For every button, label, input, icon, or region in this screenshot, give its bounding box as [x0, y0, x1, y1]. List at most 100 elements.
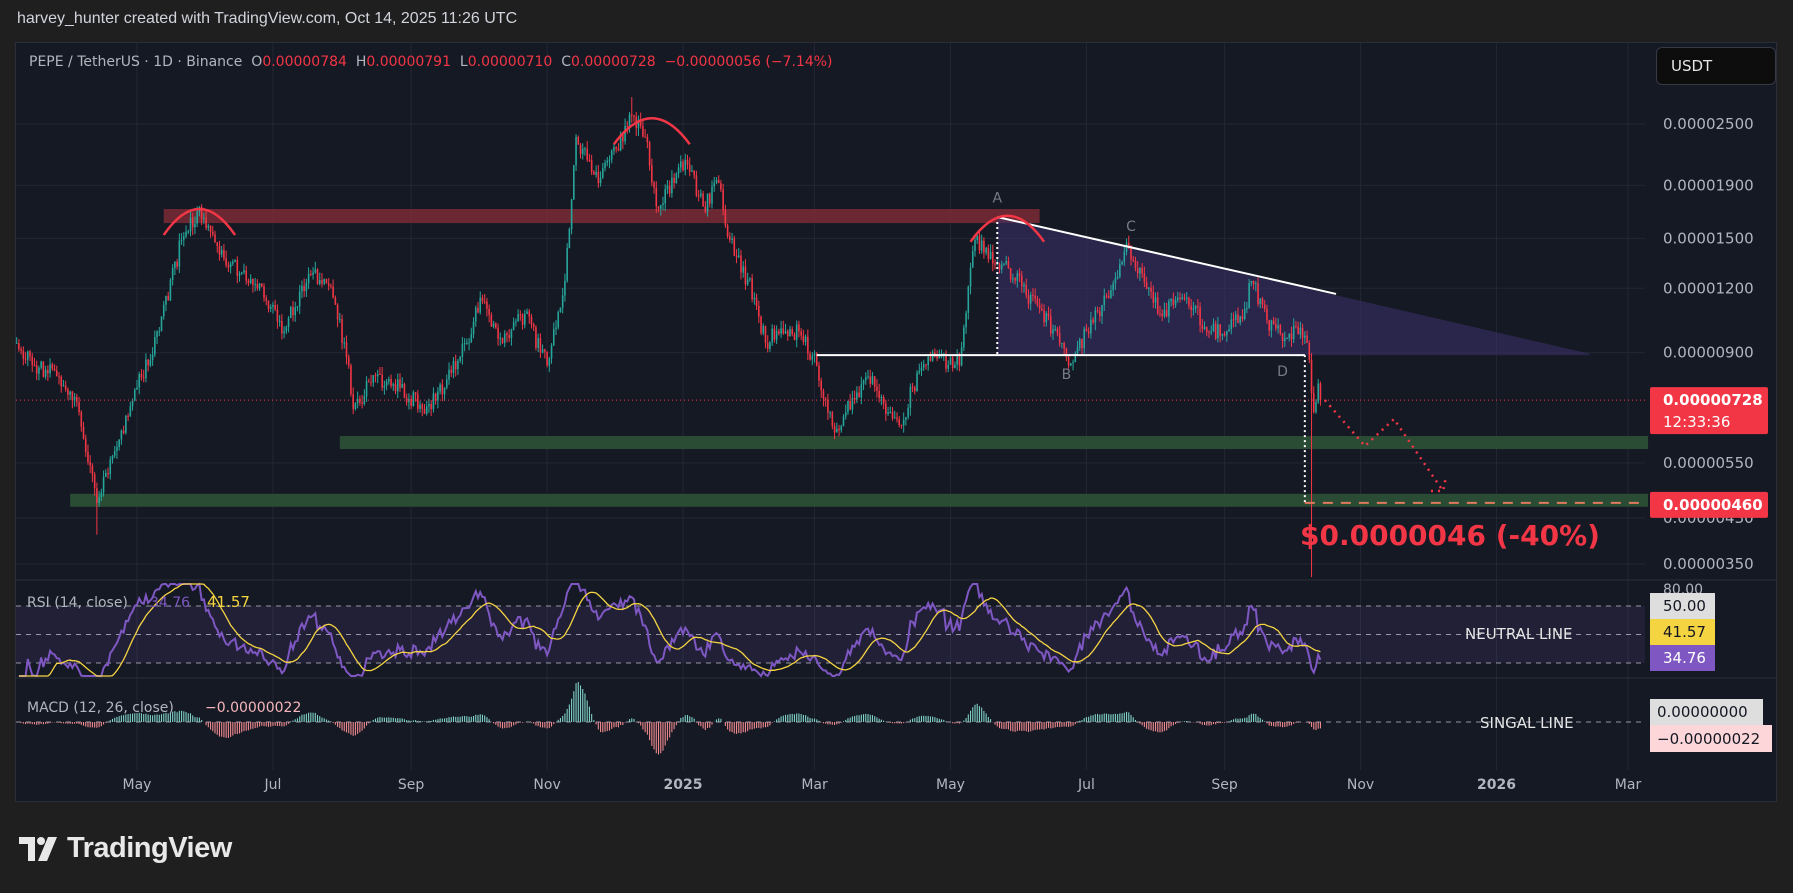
candle-body: [662, 203, 664, 206]
candle-body: [463, 343, 466, 345]
candle-body: [167, 295, 170, 301]
candle-body: [390, 379, 392, 386]
candle-body: [109, 459, 112, 475]
pattern-point-label: D: [1277, 364, 1288, 380]
candle-body: [1159, 313, 1161, 315]
candle-body: [236, 260, 239, 276]
candle-body: [490, 314, 493, 327]
candle-body: [133, 389, 136, 401]
candle-body: [599, 177, 602, 184]
candle-body: [673, 177, 675, 184]
candle-body: [827, 399, 829, 413]
candle-body: [938, 355, 941, 359]
candle-body: [608, 159, 611, 161]
candle-body: [708, 193, 711, 204]
symbol-info[interactable]: PEPE / TetherUS · 1D · Binance: [29, 54, 243, 70]
candle-body: [145, 359, 147, 379]
time-axis-label: Jul: [263, 777, 281, 793]
candle-body: [84, 438, 87, 452]
candle-body: [936, 355, 938, 359]
candle-body: [737, 255, 740, 257]
candle-body: [561, 295, 564, 308]
candle-body: [1219, 324, 1221, 336]
candle-body: [1094, 310, 1097, 323]
candle-body: [882, 396, 885, 404]
candle-body: [807, 336, 809, 354]
bar-countdown: 12:33:36: [1663, 413, 1730, 431]
candle-body: [430, 403, 432, 410]
candle-body: [1261, 298, 1264, 305]
candle-body: [214, 234, 216, 243]
candle-body: [276, 309, 279, 322]
candle-body: [1228, 329, 1230, 332]
candle-body: [78, 402, 80, 413]
candle-body: [1087, 331, 1090, 334]
candle-body: [67, 389, 69, 395]
candle-body: [318, 279, 321, 284]
candle-body: [312, 272, 314, 275]
candle-body: [644, 136, 646, 138]
candle-body: [100, 492, 103, 498]
time-axis-label: Jul: [1077, 777, 1095, 793]
candle-body: [693, 170, 695, 176]
tradingview-logo[interactable]: TradingView: [19, 832, 232, 865]
candle-body: [1288, 333, 1291, 339]
currency-button[interactable]: USDT: [1656, 47, 1776, 85]
candle-body: [1148, 287, 1150, 290]
candle-body: [1205, 327, 1208, 333]
candle-body: [822, 390, 825, 399]
candle-body: [207, 225, 210, 228]
head-shoulders-arc: [612, 117, 691, 145]
candle-body: [871, 376, 874, 384]
candle-body: [258, 283, 261, 289]
candle-body: [174, 261, 176, 268]
candle-body: [1074, 353, 1077, 363]
candle-body: [1286, 338, 1288, 340]
chart-pane[interactable]: [15, 42, 1777, 802]
candle-body: [965, 312, 967, 328]
candle-body: [1306, 335, 1308, 343]
candle-body: [285, 326, 288, 332]
candle-body: [791, 329, 794, 335]
candle-body: [1181, 297, 1184, 300]
candle-body: [339, 319, 341, 321]
candle-body: [428, 403, 430, 407]
candle-body: [252, 278, 254, 285]
candle-body: [343, 342, 346, 344]
open-value: 0.00000784: [262, 54, 347, 70]
candle-body: [116, 446, 118, 451]
candle-body: [98, 497, 100, 503]
candle-body: [20, 349, 22, 351]
candle-body: [617, 148, 620, 151]
candle-body: [15, 342, 18, 344]
candle-body: [548, 358, 551, 366]
candle-body: [118, 439, 120, 447]
candle-body: [113, 450, 116, 456]
candle-body: [439, 384, 441, 392]
candle-body: [47, 369, 49, 374]
candle-body: [633, 115, 635, 117]
candle-body: [454, 361, 457, 370]
candle-body: [38, 367, 40, 374]
candle-body: [220, 249, 223, 255]
candle-body: [305, 282, 308, 292]
candle-body: [653, 182, 655, 188]
candle-body: [125, 415, 127, 433]
candle-body: [40, 361, 42, 368]
candle-body: [858, 392, 860, 398]
candle-body: [784, 331, 787, 334]
candle-body: [151, 354, 154, 361]
candle-body: [459, 356, 461, 361]
candle-body: [499, 337, 502, 339]
candle-body: [918, 371, 921, 373]
candle-body: [717, 179, 720, 184]
candle-body: [998, 264, 1001, 270]
candle-body: [786, 331, 789, 337]
time-axis-label: 2026: [1477, 777, 1516, 793]
candle-body: [452, 361, 455, 373]
candle-body: [619, 134, 622, 151]
candle-body: [755, 297, 758, 306]
candle-body: [229, 263, 232, 268]
candle-body: [22, 350, 25, 359]
